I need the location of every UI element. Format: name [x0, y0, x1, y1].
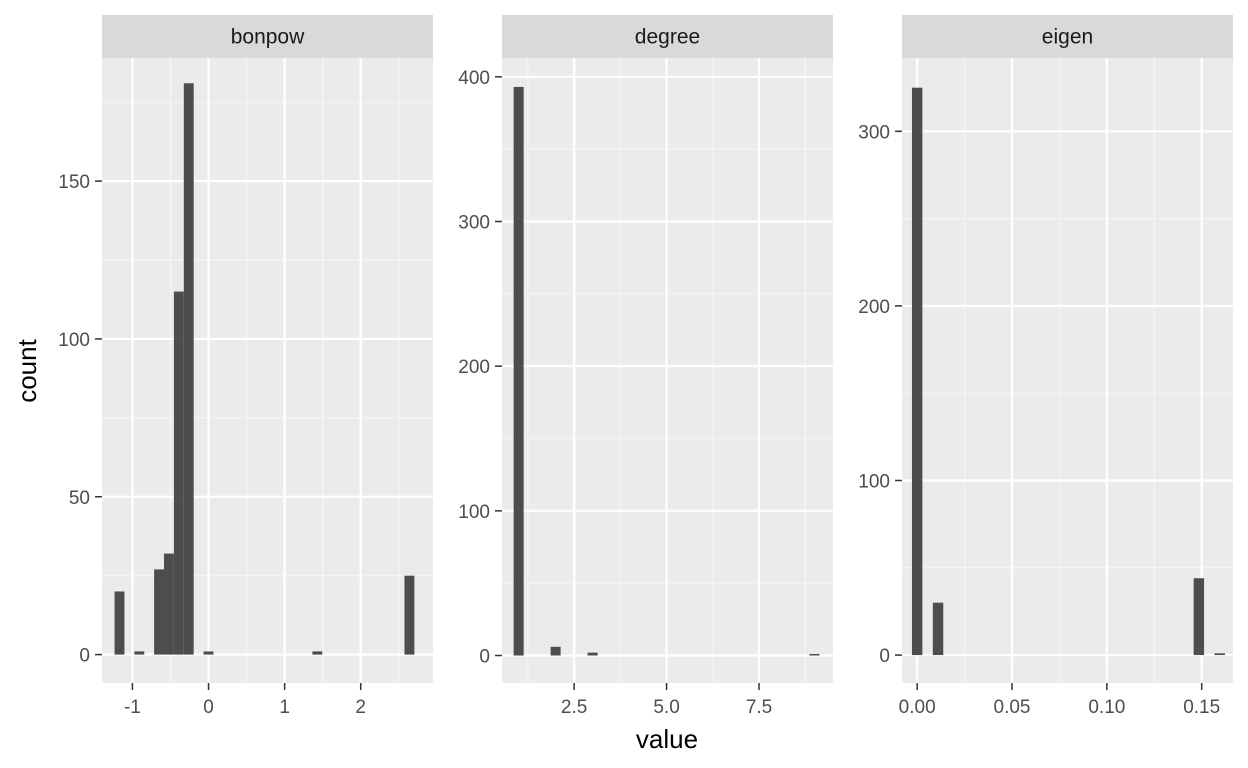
x-tick-label: 0.00 [899, 697, 936, 718]
facet-strip-label: degree [635, 26, 700, 49]
histogram-bar [114, 591, 125, 655]
facet-eigen: eigen 0 100 200 300 0.00 0.05 0.10 0.15 [858, 15, 1233, 718]
facet-strip [902, 15, 1233, 58]
histogram-bar [164, 553, 174, 655]
x-axis-title: value [636, 724, 698, 754]
histogram-bar [809, 654, 820, 656]
x-tick-label: 5.0 [653, 697, 679, 718]
y-tick-label: 100 [858, 471, 890, 492]
histogram-bar [404, 575, 415, 655]
x-tick-label: 2.5 [561, 697, 587, 718]
y-axis-title: count [12, 338, 42, 402]
facet-strip [102, 15, 433, 58]
panel-background [102, 58, 433, 683]
facet-strip-label: bonpow [231, 26, 305, 49]
histogram-bar [173, 291, 184, 655]
histogram-bar [1193, 578, 1205, 656]
histogram-bar [183, 83, 194, 655]
histogram-bar [134, 651, 145, 655]
y-tick-label: 200 [458, 357, 490, 378]
facet-degree: degree 0 100 200 300 400 2.5 5.0 7.5 [458, 15, 833, 718]
x-tick-label: 7.5 [746, 697, 772, 718]
y-tick-label: 0 [479, 647, 490, 668]
histogram-bar [932, 602, 944, 656]
x-tick-label: 0.15 [1183, 697, 1220, 718]
histogram-bar [312, 651, 323, 655]
y-tick-label: 50 [69, 488, 90, 509]
x-tick-label: -1 [124, 697, 141, 718]
facet-strip-label: eigen [1042, 26, 1093, 49]
y-tick-label: 300 [858, 122, 890, 143]
x-tick-label: 0 [203, 697, 214, 718]
histogram-bar [513, 86, 524, 656]
facet-bonpow: bonpow 0 50 100 150 -1 0 1 2 [58, 15, 433, 718]
histogram-bar [203, 651, 214, 655]
histogram-bar [587, 652, 598, 656]
y-tick-label: 0 [79, 646, 90, 667]
y-tick-label: 100 [58, 330, 90, 351]
y-tick-label: 400 [458, 68, 490, 89]
y-tick-label: 200 [858, 297, 890, 318]
y-tick-label: 0 [879, 646, 890, 667]
y-tick-label: 150 [58, 172, 90, 193]
x-tick-label: 2 [355, 697, 366, 718]
histogram-bar [911, 87, 923, 656]
facet-strip [502, 15, 833, 58]
y-tick-label: 300 [458, 212, 490, 233]
x-tick-label: 0.10 [1088, 697, 1125, 718]
facet-panels: bonpow 0 50 100 150 -1 0 1 2 degree 0 100 200 300 400 2… [58, 15, 1233, 718]
y-tick-label: 100 [458, 502, 490, 523]
x-tick-label: 1 [279, 697, 290, 718]
histogram-bar [550, 646, 561, 656]
histogram-bar [1214, 653, 1225, 656]
histogram-bar [154, 569, 165, 655]
panel-background [902, 58, 1233, 683]
x-tick-label: 0.05 [994, 697, 1031, 718]
